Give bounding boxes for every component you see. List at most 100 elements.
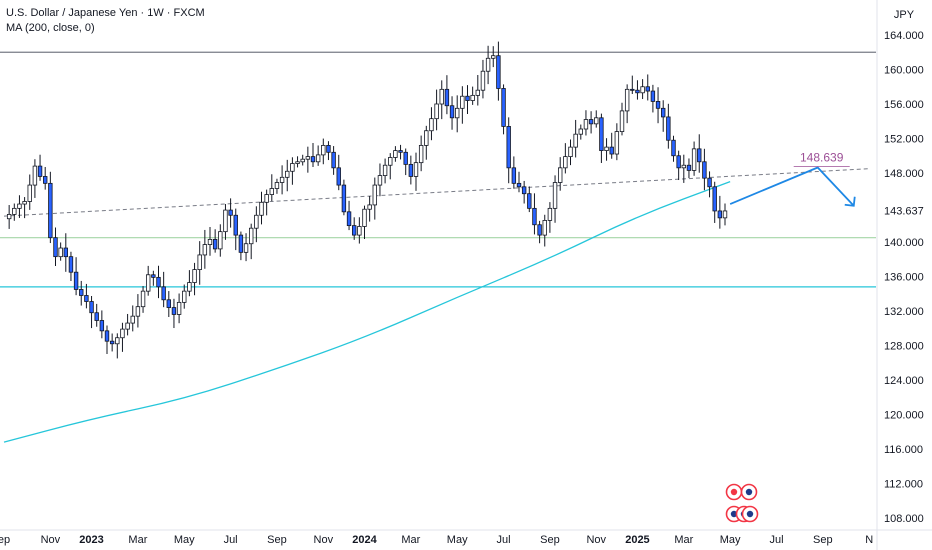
candle-up xyxy=(388,157,393,166)
candle-down xyxy=(444,88,450,107)
dashed-trendline xyxy=(3,168,870,217)
y-tick-label: 148.000 xyxy=(884,168,924,180)
candle-up xyxy=(480,70,486,91)
candle-up xyxy=(305,156,311,160)
candle-down xyxy=(676,155,681,169)
candle-up xyxy=(372,184,377,206)
candle-down xyxy=(666,116,671,141)
candle-down xyxy=(63,247,68,258)
candle-down xyxy=(599,117,604,151)
candle-down xyxy=(310,156,316,163)
candle-up xyxy=(552,182,558,209)
candle-down xyxy=(228,209,233,216)
candle-down xyxy=(398,150,403,153)
candle-up xyxy=(578,128,583,135)
candle-down xyxy=(166,299,171,308)
y-tick-label: 112.000 xyxy=(884,479,923,491)
ma200-line xyxy=(3,181,731,443)
horizontal-lines-layer xyxy=(0,51,876,288)
candle-down xyxy=(702,161,707,179)
candle-down xyxy=(104,330,110,342)
x-tick-label: Nov xyxy=(314,534,334,546)
candle-up xyxy=(418,144,424,164)
candle-down xyxy=(650,90,656,102)
chart-legend: U.S. Dollar / Japanese Yen · 1W · FXCM M… xyxy=(6,6,205,36)
candle-up xyxy=(300,158,305,163)
y-tick-label: 132.000 xyxy=(884,306,924,318)
candle-down xyxy=(94,312,99,321)
candle-down xyxy=(336,167,341,186)
y-tick-label: 152.000 xyxy=(884,134,924,146)
price-badge-bg xyxy=(878,202,932,219)
candle-down xyxy=(527,193,532,209)
candle-down xyxy=(506,126,511,169)
candle-down xyxy=(68,256,74,273)
candle-up xyxy=(434,103,439,120)
x-tick-label: Sep xyxy=(540,534,560,546)
candle-up xyxy=(248,227,254,245)
price-axis[interactable]: JPY 164.000 160.000 156.000 152.000 148.000 14… xyxy=(878,9,932,525)
candle-down xyxy=(532,207,537,226)
candle-up xyxy=(568,146,573,158)
candle-up xyxy=(604,146,609,151)
candle-up xyxy=(218,231,223,250)
time-axis[interactable]: ep Nov 2023 Mar May Jul Sep Nov 2024 Mar May Jul Sep… xyxy=(0,534,873,546)
candle-up xyxy=(315,154,321,163)
event-flag-dot xyxy=(730,510,738,518)
candle-up xyxy=(583,119,589,130)
candle-up xyxy=(573,133,578,148)
candle-down xyxy=(151,274,156,278)
y-tick-label: 136.000 xyxy=(884,272,924,284)
candle-down xyxy=(635,89,640,94)
target-level-label: 148.639 xyxy=(800,150,844,164)
candle-up xyxy=(32,165,38,186)
candle-up xyxy=(274,182,280,189)
x-tick-label: Sep xyxy=(813,534,833,546)
candle-up xyxy=(254,214,259,229)
candle-up xyxy=(145,274,151,292)
x-tick-label: Jul xyxy=(497,534,511,546)
event-flag-dot xyxy=(745,488,753,496)
candle-down xyxy=(346,211,352,227)
candle-up xyxy=(624,88,630,112)
candle-up xyxy=(357,226,362,236)
candle-up xyxy=(619,110,625,133)
y-tick-label: 116.000 xyxy=(884,444,923,456)
candle-down xyxy=(156,276,161,288)
candle-up xyxy=(367,204,372,210)
ma200-layer xyxy=(3,181,731,443)
x-tick-label: Mar xyxy=(674,534,693,546)
candle-up xyxy=(187,282,192,292)
candle-down xyxy=(521,186,527,195)
currency-label[interactable]: JPY xyxy=(894,9,915,21)
candle-up xyxy=(681,164,686,169)
event-icons[interactable] xyxy=(725,483,759,523)
indicator-title[interactable]: MA (200, close, 0) xyxy=(6,22,95,34)
candle-up xyxy=(290,163,295,172)
candle-up xyxy=(424,130,429,146)
candle-down xyxy=(661,107,666,118)
candle-down xyxy=(645,86,650,92)
y-tick-label: 124.000 xyxy=(884,375,924,387)
candle-down xyxy=(341,184,347,213)
candle-up xyxy=(285,170,290,178)
candle-down xyxy=(449,105,455,119)
candle-down xyxy=(496,55,501,89)
candle-up xyxy=(259,201,264,216)
trendline-layer xyxy=(3,168,870,217)
event-flag-dot xyxy=(730,488,738,496)
candle-down xyxy=(99,320,105,332)
candle-down xyxy=(403,151,408,165)
candle-up xyxy=(130,315,135,324)
candle-down xyxy=(465,95,470,101)
x-tick-label: 2025 xyxy=(625,534,649,546)
candle-up xyxy=(192,269,197,283)
candle-up xyxy=(454,107,460,119)
candle-up xyxy=(176,301,182,315)
candle-up xyxy=(475,89,480,96)
candle-down xyxy=(351,225,357,236)
symbol-title[interactable]: U.S. Dollar / Japanese Yen · 1W · FXCM xyxy=(6,7,205,19)
x-tick-label: May xyxy=(174,534,195,546)
x-tick-label: 2024 xyxy=(352,534,377,546)
